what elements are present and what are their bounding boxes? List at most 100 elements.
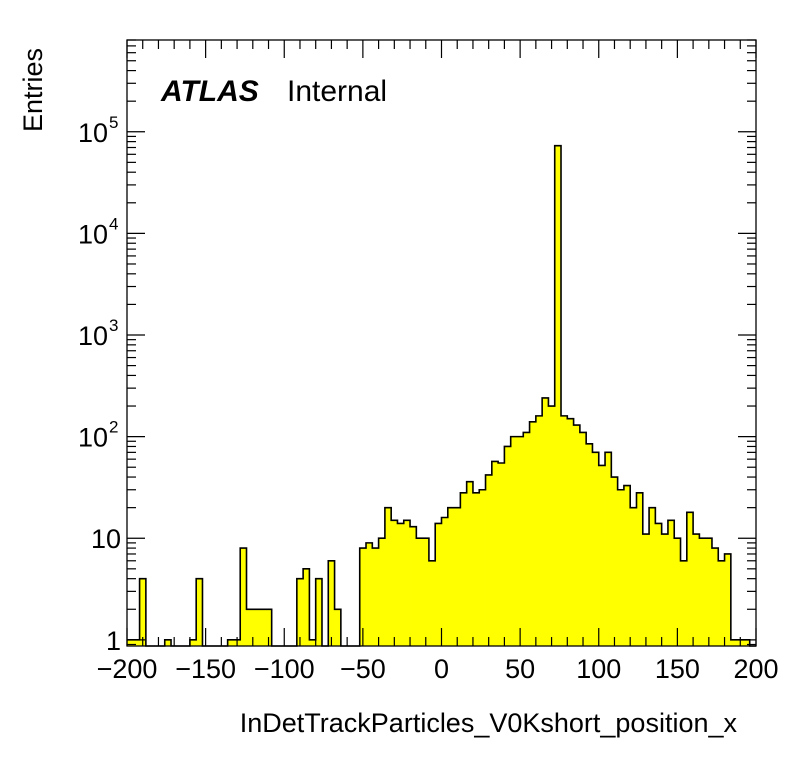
histogram-bar	[410, 526, 417, 646]
histogram-bar	[693, 534, 700, 646]
histogram-bar	[479, 489, 486, 646]
x-tick-label: −100	[254, 654, 315, 684]
histogram-bar	[548, 406, 556, 646]
histogram-bar	[133, 639, 140, 646]
histogram-bar	[252, 609, 260, 646]
plot-frame	[126, 39, 757, 647]
histogram-bar	[743, 639, 751, 646]
histogram-bar	[523, 432, 530, 646]
histogram-bar	[265, 609, 273, 646]
y-tick-label: 10	[78, 118, 108, 148]
x-tick-label: 50	[505, 654, 535, 684]
histogram-bar	[334, 609, 342, 646]
histogram-bar	[567, 418, 574, 646]
histogram-bar	[699, 538, 707, 646]
histogram-bar	[435, 523, 442, 646]
histogram-bar	[366, 542, 373, 646]
histogram-bar	[598, 465, 606, 646]
y-axis-title: Entries	[18, 48, 48, 132]
histogram-bar	[127, 639, 134, 646]
histogram-bar	[259, 609, 266, 646]
histogram-bar	[227, 639, 235, 646]
histogram-bar	[724, 553, 732, 646]
y-tick-label: 10	[91, 524, 121, 554]
histogram-bar	[466, 481, 474, 646]
histogram-bar	[246, 609, 254, 646]
atlas-label: ATLAS	[160, 75, 259, 108]
histogram-bar	[730, 639, 738, 646]
histogram-bar	[667, 520, 675, 646]
histogram-bar	[674, 538, 681, 646]
y-tick-exponent: 4	[109, 214, 118, 233]
x-tick-label: 150	[655, 654, 700, 684]
y-tick-label: 10	[78, 321, 108, 351]
histogram-bar	[642, 534, 650, 646]
histogram-bar	[309, 639, 317, 646]
histogram-bar	[611, 477, 619, 646]
y-tick-exponent: 3	[109, 316, 118, 335]
histogram-bar	[315, 578, 323, 646]
histogram-bar	[296, 578, 304, 646]
histogram-bar	[139, 578, 147, 646]
histogram-bar	[472, 492, 480, 646]
histogram-bar	[164, 639, 172, 646]
histogram-bar	[529, 421, 537, 646]
histogram-bar	[384, 507, 392, 646]
histogram-bar	[359, 548, 367, 646]
histogram-bar	[573, 425, 581, 646]
histogram-bar	[328, 560, 335, 646]
histogram-bar	[372, 548, 379, 646]
x-tick-label: −150	[175, 654, 236, 684]
x-tick-label: 100	[576, 654, 621, 684]
histogram-bar	[617, 489, 625, 646]
histogram-bar	[397, 523, 405, 646]
histogram-bar	[649, 507, 656, 646]
histogram-bar	[485, 474, 493, 646]
x-tick-label: 0	[434, 654, 449, 684]
y-tick-label: 10	[78, 423, 108, 453]
histogram-bar	[303, 568, 310, 646]
histogram-bar	[655, 523, 663, 646]
histogram-bar	[680, 560, 688, 646]
y-tick-exponent: 2	[109, 418, 118, 437]
histogram-bar	[391, 520, 398, 646]
histogram-outline	[127, 144, 756, 647]
histogram-bar	[605, 452, 612, 646]
histogram-bar	[561, 415, 568, 646]
y-tick-exponent: 5	[109, 113, 118, 132]
y-tick-label: 1	[106, 626, 121, 656]
x-tick-label: 200	[733, 654, 778, 684]
histogram-bars	[127, 145, 751, 646]
x-tick-label: −200	[97, 654, 158, 684]
histogram-bar	[454, 507, 461, 646]
histogram-bar	[542, 397, 549, 646]
histogram-bar	[460, 492, 468, 646]
y-tick-label: 10	[78, 219, 108, 249]
histogram-bar	[447, 507, 455, 646]
histogram-bar	[516, 436, 524, 646]
histogram-bar	[422, 538, 430, 646]
histogram-bar	[240, 548, 247, 646]
histogram-bar	[711, 548, 719, 646]
histogram-bar	[623, 485, 631, 646]
x-axis-title: InDetTrackParticles_V0Kshort_position_x	[240, 708, 738, 738]
histogram-bar	[686, 512, 694, 646]
histogram-bar	[416, 538, 424, 646]
histogram-bar	[441, 517, 449, 646]
histogram-bar	[579, 432, 587, 646]
histogram-bar	[718, 560, 725, 646]
histogram-bar	[428, 560, 436, 646]
histogram-bar	[491, 461, 499, 646]
histogram-bar	[196, 578, 203, 646]
histogram-bar	[504, 446, 512, 646]
x-tick-label: −50	[340, 654, 386, 684]
histogram-bar	[705, 538, 713, 646]
histogram-bar	[592, 452, 600, 646]
internal-label: Internal	[287, 75, 387, 108]
histogram-bar	[554, 145, 562, 646]
histogram-bar	[636, 492, 644, 646]
histogram-bar	[630, 507, 637, 646]
histogram-bar	[498, 463, 505, 646]
